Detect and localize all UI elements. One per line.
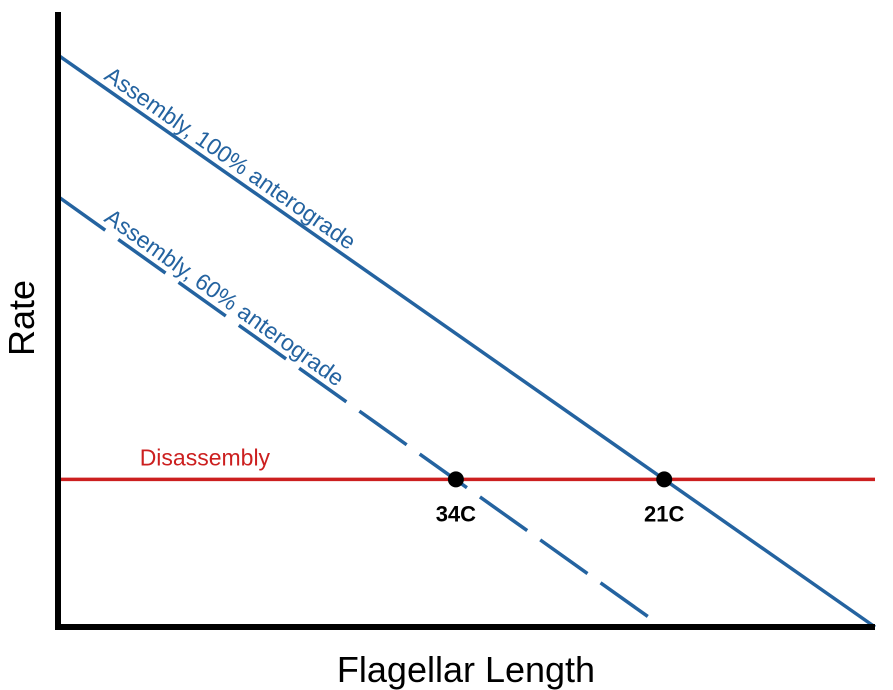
series-line-assembly-60-anterograde [56, 195, 664, 629]
series-label-disassembly: Disassembly [140, 444, 271, 470]
point-label-21c: 21C [644, 501, 684, 526]
x-axis-title: Flagellar Length [337, 649, 595, 690]
series-lines [56, 53, 877, 629]
intersection-points: 34C 21C [436, 471, 685, 526]
point-21c [656, 471, 673, 488]
point-label-34c: 34C [436, 501, 476, 526]
y-axis-title: Rate [1, 280, 42, 356]
series-line-assembly-100-anterograde [56, 53, 877, 629]
point-34c [447, 471, 464, 488]
